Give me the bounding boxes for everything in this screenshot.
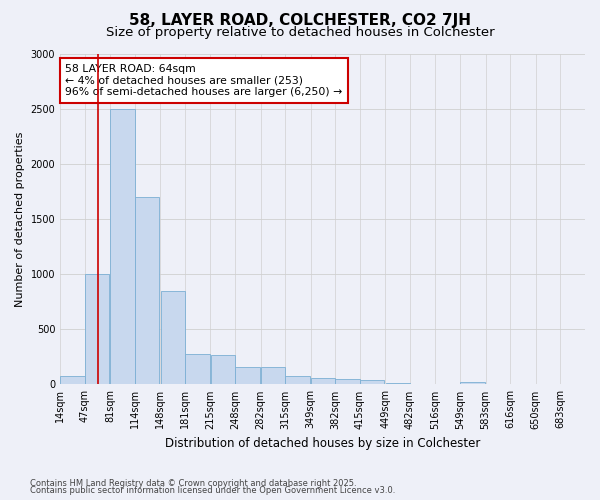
Bar	[360, 380, 385, 384]
Bar	[135, 197, 160, 384]
Bar	[235, 368, 260, 384]
Bar	[335, 379, 360, 384]
Bar	[110, 109, 135, 384]
Text: 58, LAYER ROAD, COLCHESTER, CO2 7JH: 58, LAYER ROAD, COLCHESTER, CO2 7JH	[129, 12, 471, 28]
Text: Contains HM Land Registry data © Crown copyright and database right 2025.: Contains HM Land Registry data © Crown c…	[30, 478, 356, 488]
Text: Size of property relative to detached houses in Colchester: Size of property relative to detached ho…	[106, 26, 494, 39]
Bar	[460, 382, 485, 384]
Bar	[311, 378, 335, 384]
Bar	[161, 291, 185, 384]
Text: Contains public sector information licensed under the Open Government Licence v3: Contains public sector information licen…	[30, 486, 395, 495]
Bar	[286, 376, 310, 384]
Y-axis label: Number of detached properties: Number of detached properties	[15, 132, 25, 307]
Text: 58 LAYER ROAD: 64sqm
← 4% of detached houses are smaller (253)
96% of semi-detac: 58 LAYER ROAD: 64sqm ← 4% of detached ho…	[65, 64, 343, 97]
Bar	[211, 355, 235, 384]
Bar	[61, 376, 85, 384]
X-axis label: Distribution of detached houses by size in Colchester: Distribution of detached houses by size …	[165, 437, 480, 450]
Bar	[85, 274, 109, 384]
Bar	[261, 368, 285, 384]
Bar	[185, 354, 209, 384]
